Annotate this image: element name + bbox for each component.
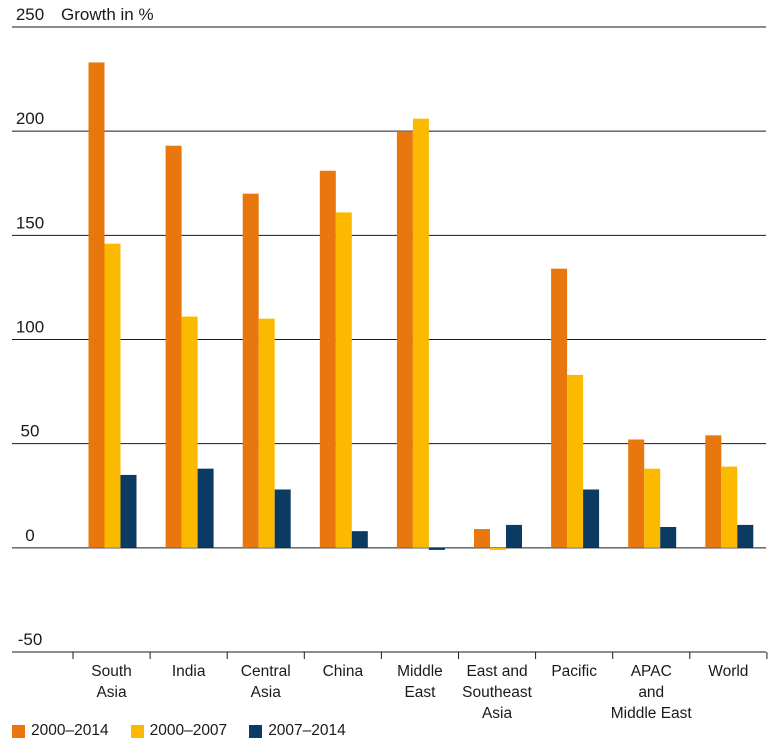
y-axis-label: Growth in % bbox=[61, 5, 154, 24]
bar bbox=[335, 212, 352, 548]
bar bbox=[628, 439, 645, 548]
legend-item-2000-2014: 2000–2014 bbox=[12, 722, 109, 740]
x-axis bbox=[72, 652, 768, 659]
bar bbox=[428, 547, 445, 550]
legend-label: 2000–2007 bbox=[149, 722, 228, 739]
bar bbox=[660, 527, 677, 548]
y-tick-label: 50 bbox=[21, 422, 40, 441]
bar bbox=[242, 193, 259, 548]
legend-label: 2000–2014 bbox=[31, 722, 109, 739]
category-label: India bbox=[172, 663, 206, 680]
legend-swatch bbox=[249, 724, 263, 738]
legend: 2000–2014 2000–2007 2007–2014 bbox=[12, 722, 346, 740]
bar bbox=[644, 468, 661, 548]
category-label: East and Southeast Asia bbox=[462, 663, 532, 722]
bar bbox=[181, 316, 198, 548]
category-label: World bbox=[708, 663, 748, 680]
y-tick-labels: -50 0 50 100 150 200 250 bbox=[16, 5, 44, 649]
legend-swatch bbox=[12, 724, 25, 738]
y-tick-label: 0 bbox=[25, 526, 34, 545]
category-label: China bbox=[323, 663, 364, 680]
category-label: APAC and Middle East bbox=[611, 663, 693, 722]
legend-swatch bbox=[130, 724, 144, 738]
bar bbox=[88, 62, 105, 548]
bar bbox=[551, 268, 568, 548]
bar bbox=[319, 170, 336, 548]
category-labels: South Asia India Central Asia China Middle East… bbox=[91, 663, 748, 722]
bar bbox=[351, 531, 368, 548]
bar bbox=[258, 318, 275, 548]
category-label: Central Asia bbox=[241, 663, 291, 701]
y-tick-label: 200 bbox=[16, 109, 44, 128]
bar bbox=[737, 524, 754, 548]
legend-label: 2007–2014 bbox=[268, 722, 346, 739]
bar bbox=[396, 131, 413, 548]
bar bbox=[412, 118, 429, 548]
category-label: Middle East bbox=[397, 663, 443, 701]
bar bbox=[274, 489, 291, 548]
gridlines bbox=[12, 26, 766, 653]
y-tick-label: 100 bbox=[16, 318, 44, 337]
category-label: Pacific bbox=[551, 663, 597, 680]
legend-item-2000-2007: 2000–2007 bbox=[130, 722, 228, 740]
category-label: South Asia bbox=[91, 663, 132, 701]
bar bbox=[197, 468, 214, 548]
y-tick-label: -50 bbox=[18, 630, 43, 649]
bar bbox=[474, 529, 490, 548]
bar bbox=[567, 374, 584, 548]
bar bbox=[490, 547, 506, 550]
bar bbox=[705, 435, 722, 548]
bar bbox=[120, 474, 137, 548]
bar bbox=[721, 466, 738, 548]
y-tick-label: 150 bbox=[16, 213, 44, 232]
y-tick-label: 250 bbox=[16, 5, 44, 24]
bars bbox=[88, 62, 754, 550]
legend-item-2007-2014: 2007–2014 bbox=[249, 722, 346, 740]
bar bbox=[104, 243, 121, 548]
bar bbox=[165, 145, 182, 548]
bar bbox=[583, 489, 600, 548]
bar bbox=[506, 524, 522, 548]
